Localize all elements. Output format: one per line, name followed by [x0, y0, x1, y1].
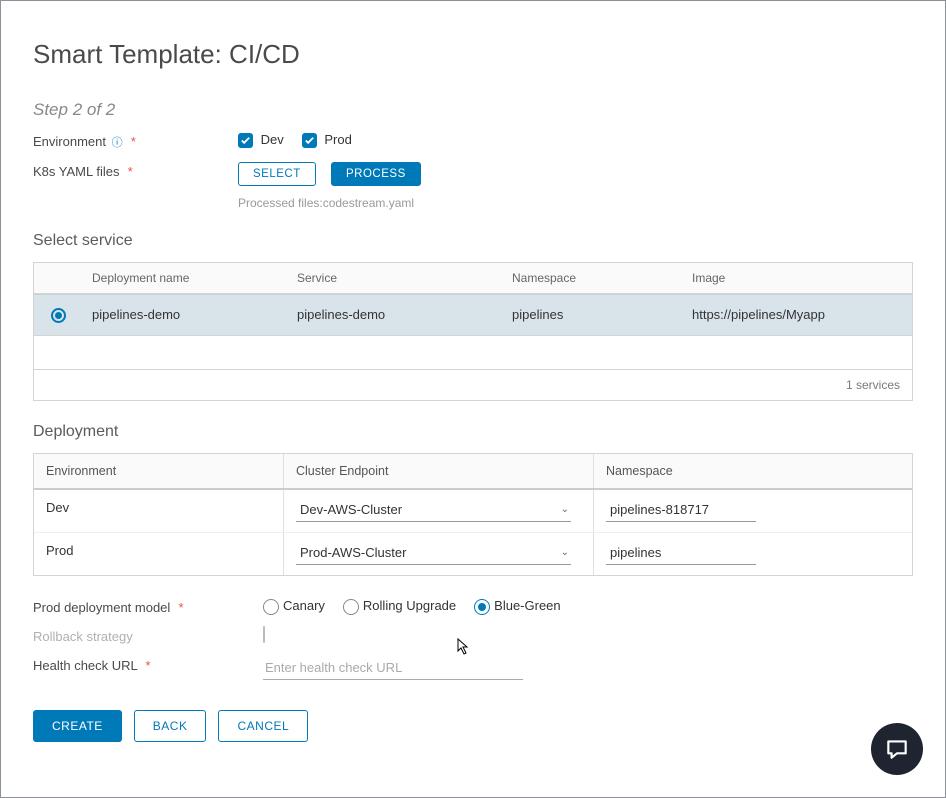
dev-cluster-select[interactable]: Dev-AWS-Cluster ⌄ — [296, 500, 571, 522]
cell-image: https://pipelines/Myapp — [682, 295, 912, 335]
select-button[interactable]: SELECT — [238, 162, 316, 186]
col-namespace: Namespace — [502, 263, 682, 293]
deployment-title: Deployment — [33, 423, 913, 441]
prod-cluster-select[interactable]: Prod-AWS-Cluster ⌄ — [296, 543, 571, 565]
chevron-down-icon: ⌄ — [561, 547, 569, 558]
dev-env-label: Dev — [34, 490, 284, 532]
chevron-down-icon: ⌄ — [561, 504, 569, 515]
col-service: Service — [287, 263, 502, 293]
service-table: Deployment name Service Namespace Image … — [33, 262, 913, 401]
radio-rolling-upgrade[interactable]: Rolling Upgrade — [343, 598, 456, 615]
service-row-radio[interactable] — [51, 308, 66, 323]
prod-model-row: Prod deployment model * Canary Rolling U… — [33, 598, 913, 615]
environment-label: Environment ⓘ * — [33, 132, 238, 150]
col-deployment-namespace: Namespace — [594, 454, 912, 488]
cancel-button[interactable]: CANCEL — [218, 710, 308, 742]
service-count: 1 services — [34, 369, 912, 400]
required-asterisk: * — [145, 658, 150, 673]
col-deployment-name: Deployment name — [82, 263, 287, 293]
cell-service: pipelines-demo — [287, 295, 502, 335]
k8s-row: K8s YAML files * SELECT PROCESS Processe… — [33, 162, 913, 210]
dialog-actions: CREATE BACK CANCEL — [33, 710, 913, 742]
radio-canary[interactable]: Canary — [263, 598, 325, 615]
rollback-row: Rollback strategy — [33, 627, 913, 644]
cell-deployment: pipelines-demo — [82, 295, 287, 335]
health-row: Health check URL * — [33, 656, 913, 680]
rollback-checkbox[interactable] — [263, 626, 265, 643]
dev-namespace-input[interactable]: pipelines-818717 — [606, 500, 756, 522]
prod-model-label: Prod deployment model * — [33, 598, 263, 615]
env-prod-checkbox[interactable]: Prod — [302, 132, 352, 148]
col-cluster-endpoint: Cluster Endpoint — [284, 454, 594, 488]
info-icon[interactable]: ⓘ — [112, 137, 123, 149]
service-row[interactable]: pipelines-demo pipelines-demo pipelines … — [34, 294, 912, 335]
page-title: Smart Template: CI/CD — [33, 39, 913, 70]
col-image: Image — [682, 263, 912, 293]
required-asterisk: * — [127, 164, 132, 179]
k8s-label: K8s YAML files * — [33, 162, 238, 179]
required-asterisk: * — [178, 600, 183, 615]
create-button[interactable]: CREATE — [33, 710, 122, 742]
col-environment: Environment — [34, 454, 284, 488]
processed-files-text: Processed files:codestream.yaml — [238, 196, 913, 210]
environment-row: Environment ⓘ * Dev Prod — [33, 132, 913, 150]
chat-icon[interactable] — [871, 723, 923, 775]
process-button[interactable]: PROCESS — [331, 162, 421, 186]
prod-namespace-input[interactable]: pipelines — [606, 543, 756, 565]
back-button[interactable]: BACK — [134, 710, 207, 742]
required-asterisk: * — [130, 134, 135, 149]
deployment-row-dev: Dev Dev-AWS-Cluster ⌄ pipelines-818717 — [34, 490, 912, 533]
smart-template-dialog: Smart Template: CI/CD Step 2 of 2 Enviro… — [0, 0, 946, 798]
rollback-label: Rollback strategy — [33, 627, 263, 644]
step-indicator: Step 2 of 2 — [33, 100, 913, 120]
radio-blue-green[interactable]: Blue-Green — [474, 598, 560, 615]
health-check-input[interactable] — [263, 656, 523, 680]
cell-namespace: pipelines — [502, 295, 682, 335]
deployment-table: Environment Cluster Endpoint Namespace D… — [33, 453, 913, 576]
prod-env-label: Prod — [34, 533, 284, 575]
select-service-title: Select service — [33, 232, 913, 250]
health-label: Health check URL * — [33, 656, 263, 673]
env-dev-checkbox[interactable]: Dev — [238, 132, 284, 148]
deployment-row-prod: Prod Prod-AWS-Cluster ⌄ pipelines — [34, 533, 912, 575]
